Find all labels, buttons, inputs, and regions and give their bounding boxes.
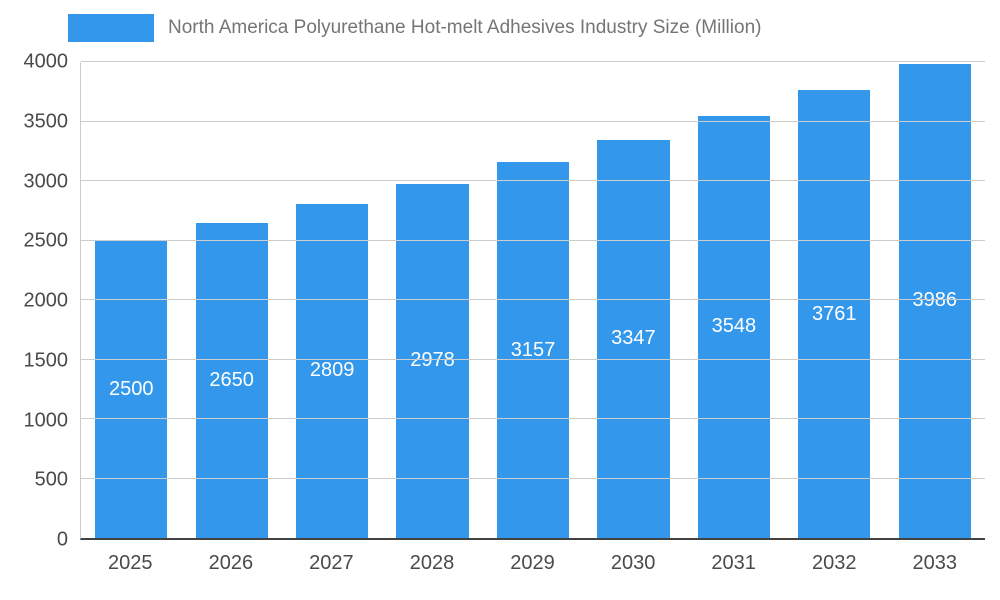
bar: 3347: [597, 139, 670, 538]
bar-slot: 3761: [784, 62, 884, 538]
x-tick-label: 2032: [811, 552, 857, 574]
y-tick-label: 1000: [23, 409, 69, 431]
x-tick-label: 2027: [309, 552, 354, 574]
bar: 2978: [396, 183, 469, 538]
y-tick-label: 1500: [23, 349, 69, 372]
bar-slot: 3157: [483, 62, 583, 538]
y-tick-label: 4000: [23, 50, 69, 73]
bar-slot: 3347: [583, 62, 683, 538]
bar-slot: 2978: [382, 62, 482, 538]
bar: 2809: [295, 203, 369, 538]
bar: 3761: [798, 90, 871, 538]
y-tick-label: 3000: [23, 170, 69, 192]
gridline: [81, 120, 985, 122]
x-tick-label: 2026: [208, 552, 254, 574]
bar: 2650: [195, 222, 268, 538]
gridline: [81, 239, 985, 241]
bar-value-label: 3157: [510, 338, 556, 361]
bar-value-label: 2650: [209, 368, 254, 391]
gridline: [81, 61, 985, 62]
bar-slot: 3548: [684, 62, 784, 538]
bar-value-label: 2500: [108, 377, 154, 400]
bar-slot: 2809: [282, 62, 382, 538]
gridline: [81, 477, 985, 479]
y-tick-label: 500: [34, 468, 68, 491]
bar-slot: 2500: [81, 62, 181, 538]
bar-value-label: 3986: [912, 289, 957, 312]
y-tick-label: 3500: [23, 110, 69, 133]
gridline: [81, 180, 985, 181]
bar: 3548: [697, 115, 770, 538]
bar: 3986: [898, 63, 971, 538]
x-tick-label: 2030: [610, 552, 656, 574]
x-axis-labels: 2025 2026 2027 2028 2029 2030 2031 2032 2033: [80, 552, 985, 575]
y-tick-label: 2500: [23, 229, 69, 252]
bar-value-label: 3761: [812, 302, 857, 325]
gridline: [81, 299, 985, 300]
legend-swatch: [68, 14, 154, 42]
gridline: [81, 358, 985, 360]
bar-slot: 2650: [181, 62, 281, 538]
y-axis-labels: 0 500 1000 1500 2000 2500 3000 3500 4000: [0, 51, 69, 551]
bar-value-label: 3548: [711, 315, 757, 338]
x-tick-label: 2033: [912, 552, 958, 574]
y-tick-label: 2000: [23, 289, 69, 312]
bar: 2500: [95, 240, 168, 538]
bar-value-label: 3347: [611, 327, 656, 350]
bar-slot: 3986: [885, 62, 985, 538]
bar-value-label: 2978: [410, 349, 455, 372]
plot-area: 2500 2650 2809 2978 3157 3347 3548 3761 3986: [80, 61, 985, 540]
y-tick-label: 0: [56, 528, 68, 551]
legend: North America Polyurethane Hot-melt Adhe…: [68, 14, 761, 42]
x-tick-label: 2031: [711, 552, 756, 574]
x-tick-label: 2028: [409, 552, 455, 574]
bar-value-label: 2809: [309, 359, 355, 382]
chart-title: North America Polyurethane Hot-melt Adhe…: [168, 17, 762, 38]
gridline: [81, 418, 985, 419]
x-tick-label: 2025: [108, 552, 153, 574]
x-tick-label: 2029: [510, 552, 555, 574]
bar: 3157: [496, 162, 570, 538]
bar-series: 2500 2650 2809 2978 3157 3347 3548 3761 3986: [81, 62, 985, 538]
